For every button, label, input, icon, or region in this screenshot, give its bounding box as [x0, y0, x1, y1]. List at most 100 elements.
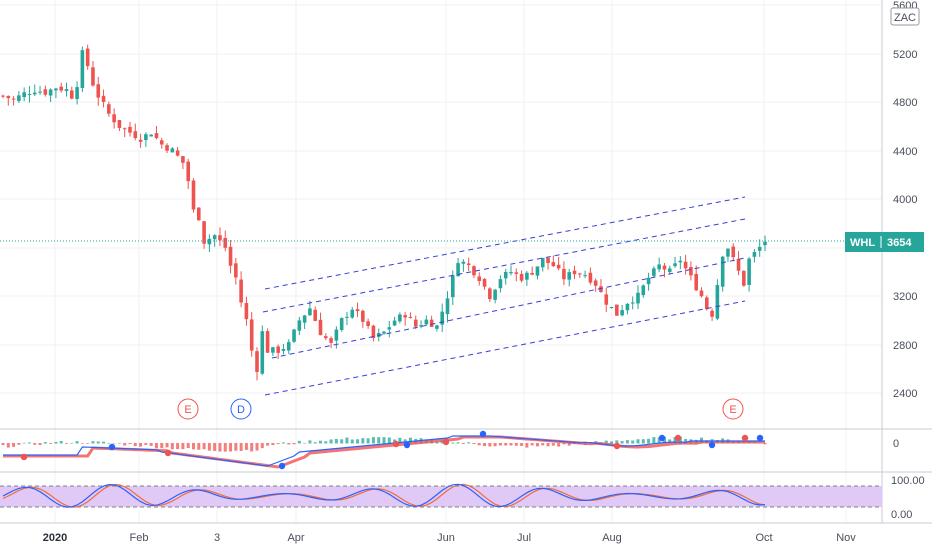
candlestick-series[interactable] — [1, 44, 767, 381]
candle[interactable] — [181, 156, 185, 170]
earnings-marker[interactable]: E — [177, 398, 199, 420]
candle[interactable] — [456, 257, 460, 277]
candle[interactable] — [249, 311, 254, 357]
candle[interactable] — [429, 315, 434, 327]
candle[interactable] — [96, 76, 101, 106]
macd-indicator[interactable] — [1, 430, 767, 470]
candle[interactable] — [17, 91, 21, 103]
candle[interactable] — [577, 272, 582, 278]
candle[interactable] — [726, 248, 730, 262]
trend-channel[interactable] — [262, 196, 746, 396]
candle[interactable] — [228, 240, 233, 274]
candle[interactable] — [509, 265, 513, 276]
candle[interactable] — [657, 257, 661, 273]
candle[interactable] — [54, 87, 58, 99]
candle[interactable] — [323, 333, 328, 341]
candle[interactable] — [32, 84, 37, 96]
candle[interactable] — [413, 315, 418, 330]
candle[interactable] — [207, 234, 212, 253]
candle[interactable] — [366, 318, 370, 329]
candle[interactable] — [239, 271, 243, 308]
candle[interactable] — [673, 256, 677, 268]
candle[interactable] — [398, 312, 402, 324]
candle[interactable] — [752, 249, 757, 263]
candle[interactable] — [435, 324, 439, 332]
candle[interactable] — [599, 279, 603, 293]
candle[interactable] — [64, 82, 69, 97]
candle[interactable] — [636, 285, 640, 310]
candle[interactable] — [710, 308, 714, 321]
candle[interactable] — [271, 346, 275, 356]
candle[interactable] — [630, 296, 635, 310]
candle[interactable] — [546, 257, 550, 270]
candle[interactable] — [345, 311, 349, 326]
candle[interactable] — [530, 266, 534, 276]
candle[interactable] — [191, 178, 196, 213]
candle[interactable] — [122, 127, 127, 138]
candle[interactable] — [80, 46, 85, 93]
candle[interactable] — [276, 344, 280, 360]
candle[interactable] — [281, 343, 286, 355]
candle[interactable] — [498, 275, 503, 293]
candle[interactable] — [117, 119, 122, 132]
candle[interactable] — [519, 270, 524, 283]
channel-line[interactable] — [262, 218, 746, 313]
candle[interactable] — [292, 328, 296, 344]
candle[interactable] — [567, 268, 572, 287]
candle[interactable] — [265, 328, 270, 353]
candle[interactable] — [540, 257, 545, 272]
candle[interactable] — [1, 94, 5, 99]
candle[interactable] — [482, 278, 487, 290]
candle[interactable] — [165, 143, 169, 154]
candle[interactable] — [69, 86, 74, 100]
candle[interactable] — [588, 267, 593, 285]
candle[interactable] — [244, 296, 249, 326]
candle[interactable] — [593, 278, 598, 292]
candle[interactable] — [403, 312, 407, 326]
candle[interactable] — [461, 259, 466, 272]
candle[interactable] — [556, 256, 561, 271]
candle[interactable] — [144, 132, 148, 148]
candle[interactable] — [175, 146, 180, 157]
candle[interactable] — [683, 254, 688, 275]
candle[interactable] — [43, 85, 48, 97]
candle[interactable] — [562, 261, 566, 286]
candle[interactable] — [38, 85, 42, 95]
candle[interactable] — [392, 316, 397, 327]
candle[interactable] — [424, 315, 429, 326]
candle[interactable] — [101, 89, 106, 108]
candle[interactable] — [212, 234, 217, 247]
candle[interactable] — [85, 44, 90, 70]
candle[interactable] — [382, 330, 386, 335]
candle[interactable] — [493, 288, 497, 304]
candle[interactable] — [297, 316, 302, 336]
candle[interactable] — [472, 265, 476, 279]
candle[interactable] — [27, 86, 32, 103]
candle[interactable] — [625, 303, 630, 315]
candle[interactable] — [6, 95, 11, 106]
candle[interactable] — [350, 307, 355, 319]
candle[interactable] — [128, 121, 132, 137]
candle[interactable] — [318, 312, 323, 336]
candle[interactable] — [159, 137, 164, 149]
candle[interactable] — [450, 270, 455, 305]
candle[interactable] — [371, 324, 376, 342]
candle[interactable] — [133, 123, 138, 141]
candle[interactable] — [583, 270, 587, 279]
candle[interactable] — [535, 266, 540, 280]
candle[interactable] — [154, 125, 159, 140]
candle[interactable] — [112, 108, 116, 129]
candle[interactable] — [302, 314, 307, 329]
candle[interactable] — [694, 265, 699, 292]
candle[interactable] — [604, 288, 609, 313]
candle[interactable] — [689, 261, 693, 281]
candle[interactable] — [620, 304, 624, 317]
candle[interactable] — [477, 272, 482, 286]
candle[interactable] — [652, 266, 656, 278]
candle[interactable] — [59, 82, 64, 93]
candle[interactable] — [339, 317, 344, 332]
earnings-marker[interactable]: E — [722, 398, 744, 420]
candle[interactable] — [551, 255, 556, 267]
candle[interactable] — [466, 257, 471, 271]
candle[interactable] — [91, 61, 95, 87]
